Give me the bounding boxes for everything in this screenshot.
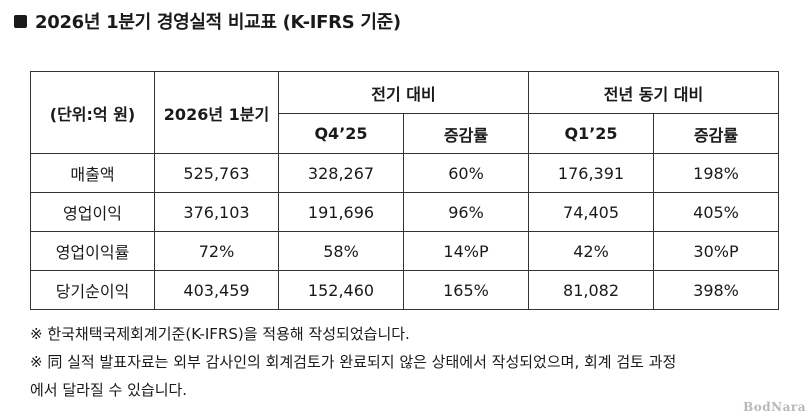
table-row: 영업이익률 72% 58% 14%P 42% 30%P <box>30 231 780 271</box>
yoy-prev-header: Q1’25 <box>528 113 655 154</box>
cell-current: 72% <box>154 231 279 271</box>
footnotes: ※ 한국채택국제회계기준(K-IFRS)을 적용해 작성되었습니다. ※ 同 실… <box>30 320 676 404</box>
table-header-row: (단위:억 원) 2026년 1분기 전기 대비 전년 동기 대비 <box>30 71 780 154</box>
cell-current: 525,763 <box>154 153 279 193</box>
yoy-rate-header: 증감률 <box>653 113 780 154</box>
row-label: 매출액 <box>30 153 155 193</box>
square-bullet-icon <box>14 14 27 28</box>
qoq-group-header: 전기 대비 <box>277 71 530 114</box>
cell-yoy-rate: 30%P <box>653 231 780 271</box>
row-label: 영업이익률 <box>30 231 155 271</box>
title-text: 2026년 1분기 경영실적 비교표 (K-IFRS 기준) <box>35 12 401 33</box>
yoy-group-header: 전년 동기 대비 <box>528 71 780 114</box>
row-label: 당기순이익 <box>30 270 155 310</box>
footnote-audit-continued: 에서 달라질 수 있습니다. <box>30 381 188 399</box>
cell-yoy-prev: 74,405 <box>528 192 655 232</box>
cell-yoy-prev: 81,082 <box>528 270 655 310</box>
cell-qoq-rate: 96% <box>402 192 530 232</box>
footnote-kifrs: ※ 한국채택국제회계기준(K-IFRS)을 적용해 작성되었습니다. <box>30 325 410 343</box>
cell-qoq-prev: 328,267 <box>278 153 404 193</box>
cell-yoy-rate: 398% <box>653 270 780 310</box>
table-row: 영업이익 376,103 191,696 96% 74,405 405% <box>30 192 780 232</box>
cell-current: 376,103 <box>154 192 279 232</box>
table-row: 매출액 525,763 328,267 60% 176,391 198% <box>30 153 780 193</box>
cell-yoy-prev: 176,391 <box>528 153 655 193</box>
cell-qoq-rate: 14%P <box>402 231 530 271</box>
cell-qoq-rate: 165% <box>402 270 530 310</box>
cell-qoq-prev: 58% <box>278 231 404 271</box>
table-subheader-row: Q4’25 증감률 Q1’25 증감률 <box>31 113 780 154</box>
unit-header: (단위:억 원) <box>30 71 155 154</box>
earnings-comparison-table: (단위:억 원) 2026년 1분기 전기 대비 전년 동기 대비 Q4’25 … <box>30 71 780 310</box>
qoq-prev-header: Q4’25 <box>278 113 404 154</box>
cell-current: 403,459 <box>154 270 279 310</box>
qoq-rate-header: 증감률 <box>402 113 530 154</box>
cell-qoq-rate: 60% <box>402 153 530 193</box>
cell-qoq-prev: 191,696 <box>278 192 404 232</box>
cell-yoy-prev: 42% <box>528 231 655 271</box>
current-quarter-header: 2026년 1분기 <box>154 71 279 154</box>
watermark-logo: BodNara <box>743 400 806 414</box>
table-row: 당기순이익 403,459 152,460 165% 81,082 398% <box>30 270 780 310</box>
cell-yoy-rate: 198% <box>653 153 780 193</box>
cell-qoq-prev: 152,460 <box>278 270 404 310</box>
footnote-audit: ※ 同 실적 발표자료는 외부 감사인의 회계검토가 완료되지 않은 상태에서 … <box>30 353 677 371</box>
page-title: 2026년 1분기 경영실적 비교표 (K-IFRS 기준) <box>14 8 401 34</box>
cell-yoy-rate: 405% <box>653 192 780 232</box>
row-label: 영업이익 <box>30 192 155 232</box>
